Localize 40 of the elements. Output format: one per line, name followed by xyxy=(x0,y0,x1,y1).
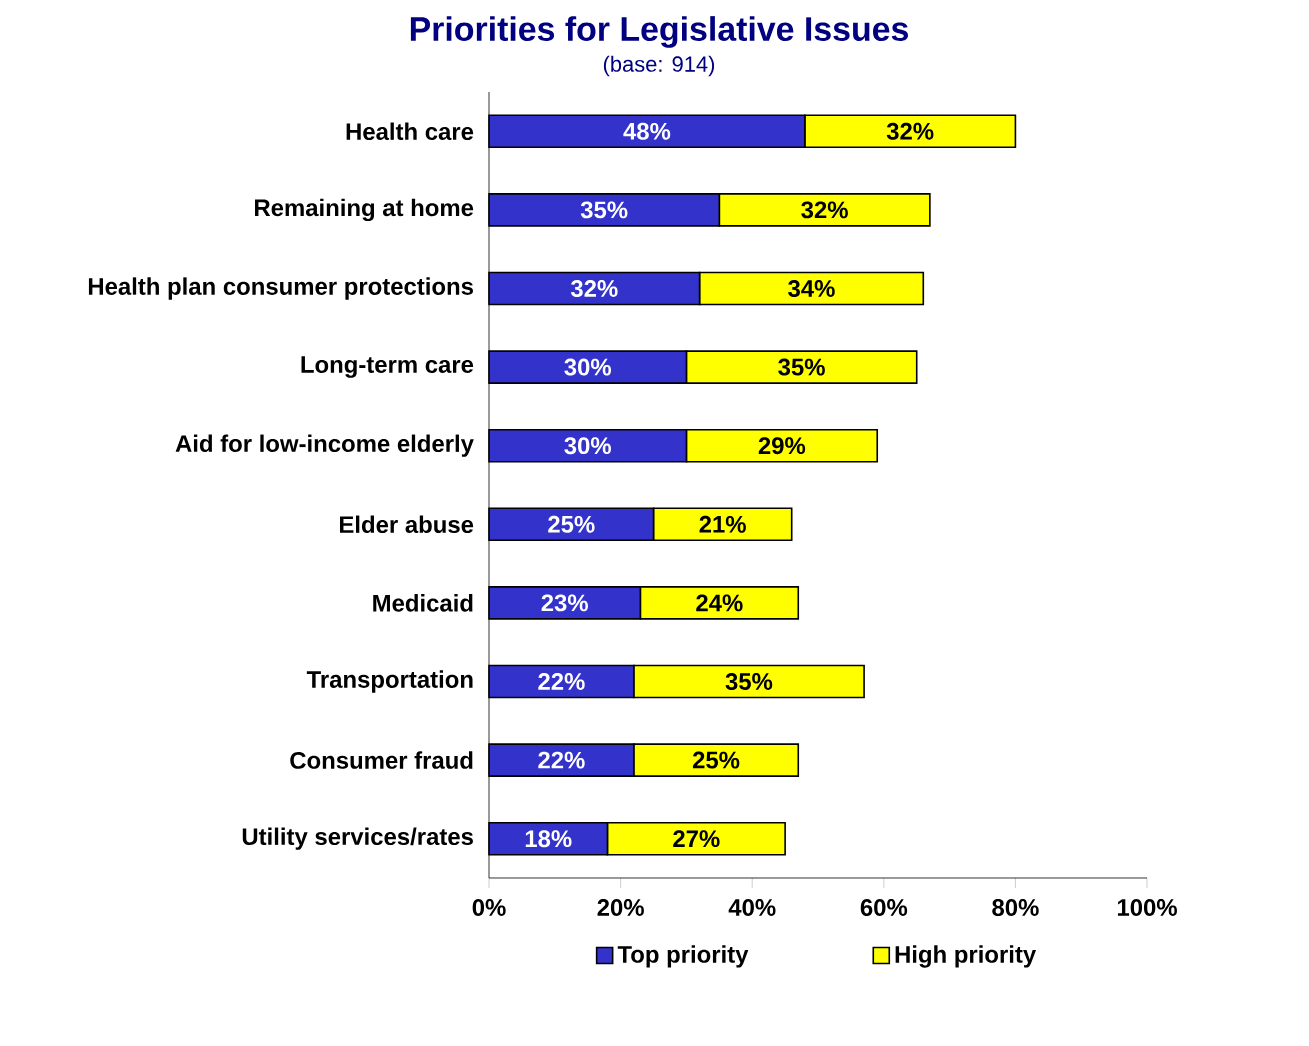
data-label: 21% xyxy=(699,515,746,533)
x-tick-label: 100% xyxy=(1117,899,1177,916)
y-tick-label: Transportation xyxy=(306,670,473,693)
data-label: 24% xyxy=(696,594,743,612)
data-label: 35% xyxy=(725,673,773,690)
data-label: 30% xyxy=(564,437,611,455)
data-label: 22% xyxy=(538,673,585,690)
x-tick-label: 80% xyxy=(992,899,1039,916)
x-tick-label: 40% xyxy=(728,899,776,916)
data-label: 32% xyxy=(886,122,934,140)
y-tick-label: Medicaid xyxy=(373,594,473,612)
chart-subtitle: (base: 914) xyxy=(603,55,715,77)
data-label: 25% xyxy=(548,515,595,533)
y-tick-label: Remaining at home xyxy=(255,198,474,222)
y-tick-label: Consumer fraud xyxy=(290,751,473,769)
data-label: 30% xyxy=(564,358,611,376)
chart-title: Priorities for Legislative Issues xyxy=(410,16,908,48)
data-label: 29% xyxy=(758,437,806,455)
data-label: 35% xyxy=(580,201,628,219)
data-label: 27% xyxy=(673,830,720,848)
y-tick-label: Aid for low-income elderly xyxy=(175,434,474,457)
data-label: 32% xyxy=(801,201,848,219)
data-label: 35% xyxy=(778,358,825,376)
y-tick-label: Health care xyxy=(346,122,474,141)
data-label: 25% xyxy=(692,751,740,769)
y-tick-label: Elder abuse xyxy=(340,515,474,534)
y-tick-label: Health plan consumer protections xyxy=(88,277,473,300)
data-label: 48% xyxy=(623,122,671,140)
y-tick-label: Long-term care xyxy=(301,356,474,378)
data-label: 22% xyxy=(538,751,585,769)
x-tick-label: 0% xyxy=(472,899,506,916)
data-label: 18% xyxy=(525,830,572,848)
data-label: 32% xyxy=(570,280,618,297)
legend-label: Top priority xyxy=(617,945,749,968)
legend-label: High priority xyxy=(895,945,1037,968)
x-tick-label: 20% xyxy=(597,899,644,916)
data-label: 34% xyxy=(788,280,835,297)
x-tick-label: 60% xyxy=(860,899,908,916)
data-label: 23% xyxy=(541,594,588,612)
y-tick-label: Utility services/rates xyxy=(242,827,473,850)
